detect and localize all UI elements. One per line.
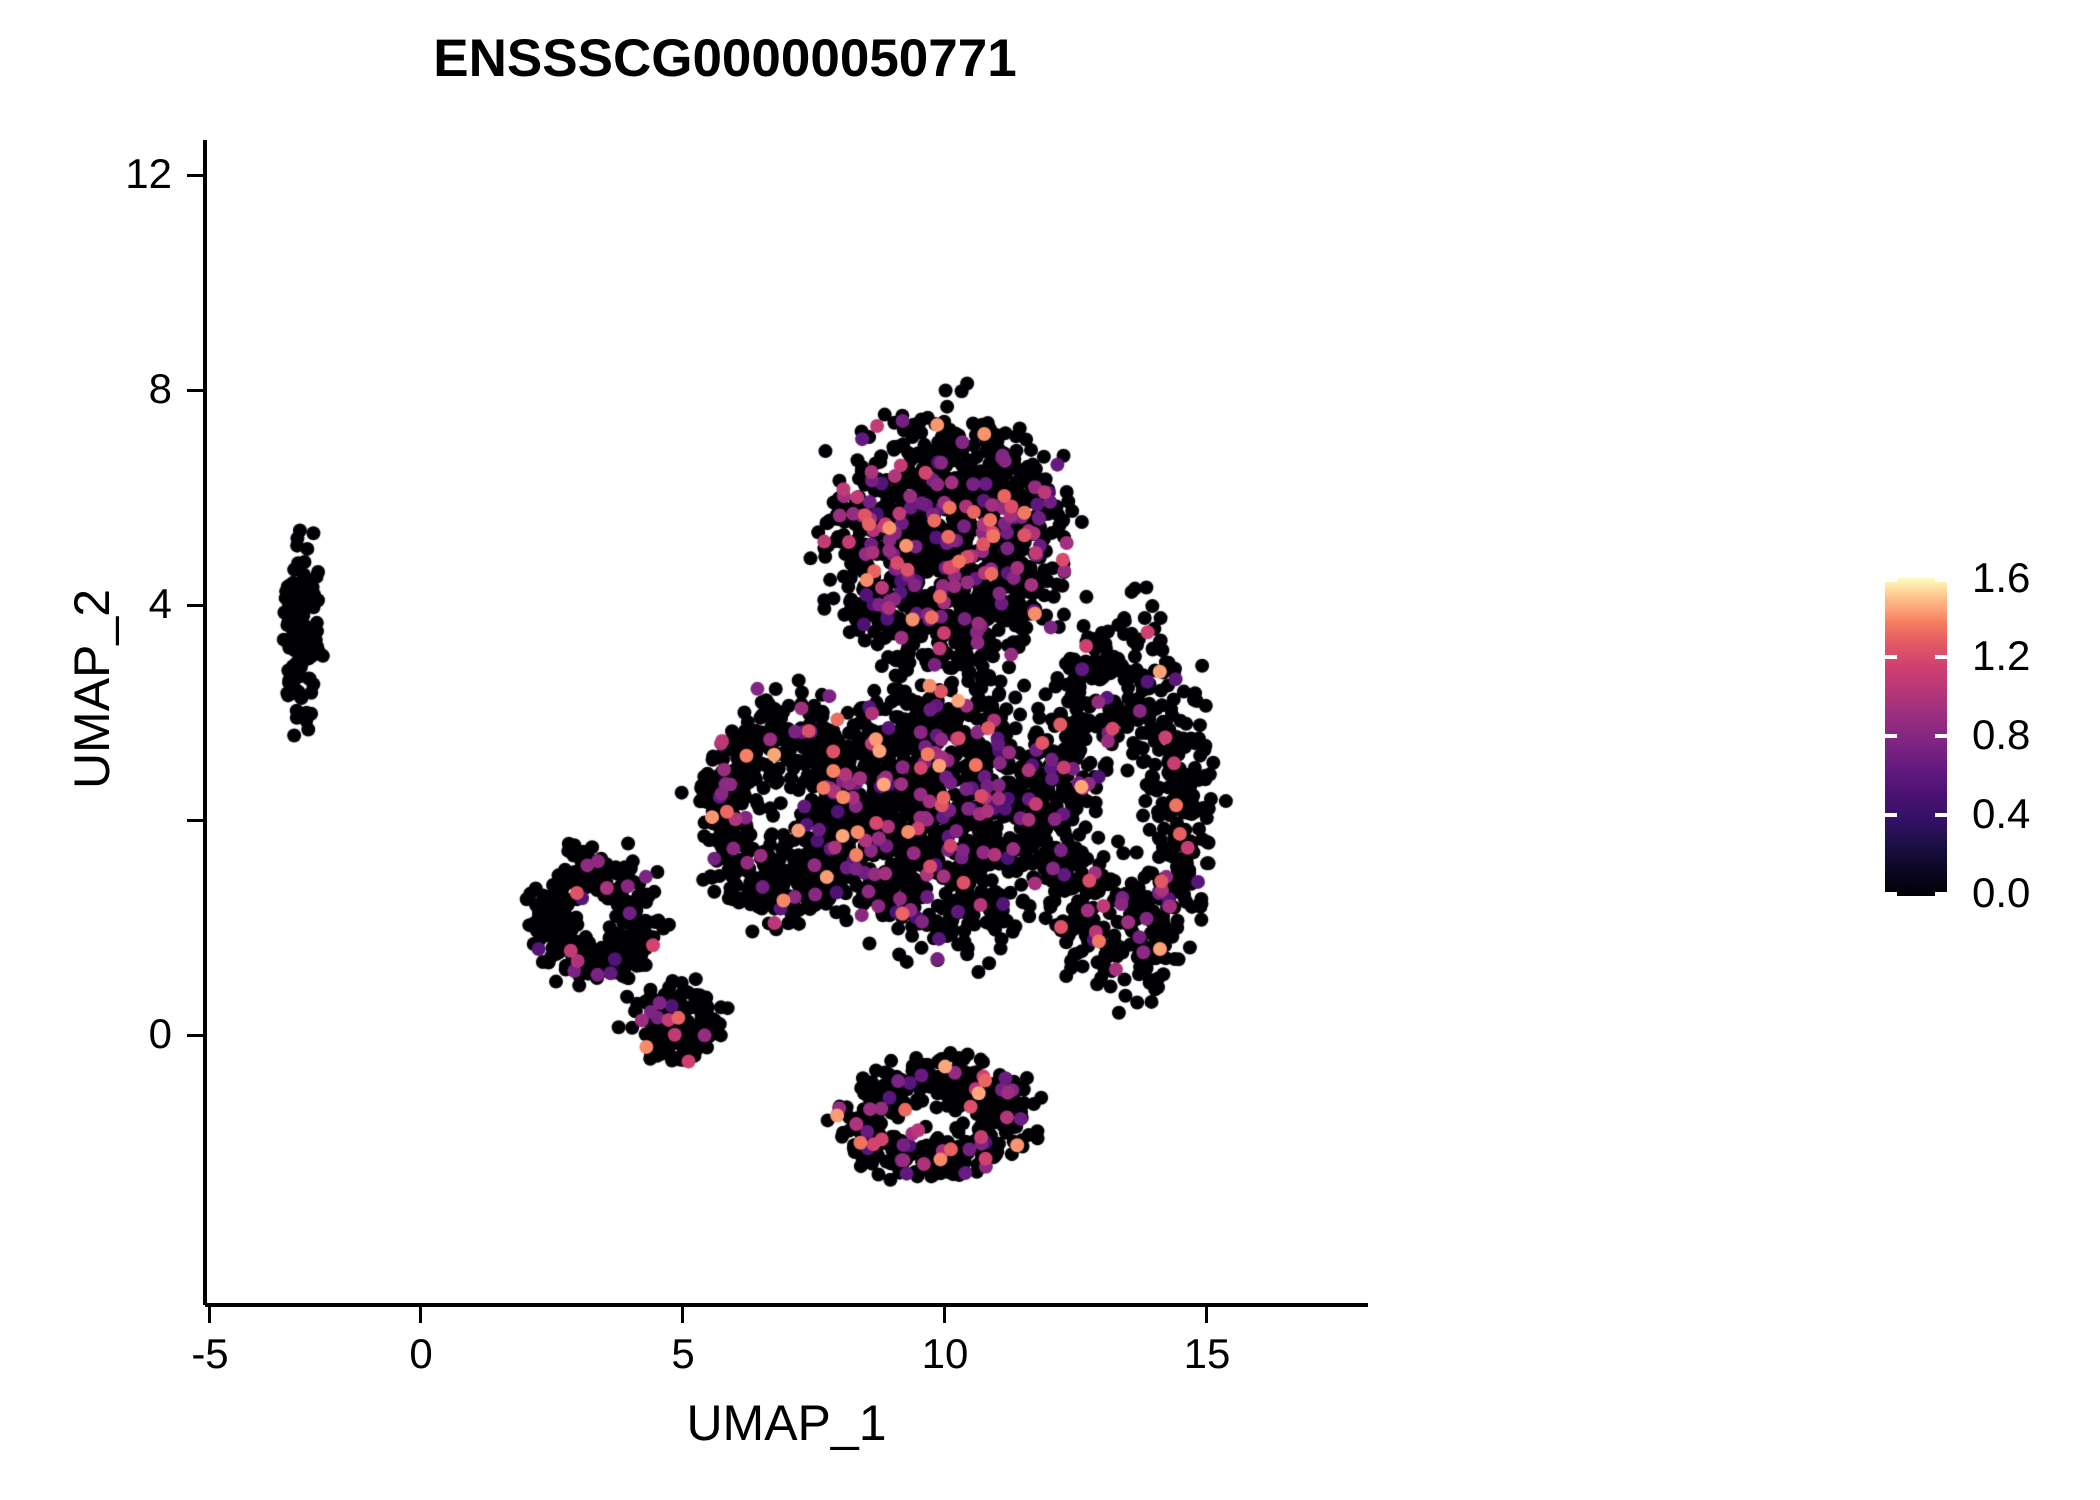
- y-tick-1: [187, 819, 203, 822]
- x-tick-label-2: 5: [671, 1330, 695, 1377]
- colorbar-tick-0.0-right: [1935, 892, 1947, 896]
- page-title: ENSSSCG00000050771: [433, 29, 1017, 88]
- colorbar-label-0.0: 0.0: [1972, 869, 2031, 916]
- colorbar-tick-0.0: [1885, 892, 1897, 896]
- y-tick-label-1: 4: [148, 580, 172, 627]
- colorbar-tick-0.8: [1885, 734, 1897, 738]
- colorbar-label-0.4: 0.4: [1972, 790, 2031, 837]
- scatter-plot-canvas: [205, 140, 1368, 1303]
- colorbar-tick-1.6-right: [1935, 578, 1947, 582]
- y-tick-label-2: 8: [148, 365, 172, 412]
- y-tick-3: [187, 389, 203, 392]
- colorbar-tick-1.2: [1885, 655, 1897, 659]
- x-tick-label-1: 0: [409, 1330, 433, 1377]
- colorbar-label-1.6: 1.6: [1972, 554, 2031, 601]
- x-tick-label-3: 10: [921, 1330, 969, 1377]
- y-tick-4: [187, 174, 203, 177]
- x-tick-label-4: 15: [1183, 1330, 1231, 1377]
- y-axis-label: UMAP_2: [64, 588, 120, 790]
- x-axis-line: [205, 1303, 1368, 1307]
- colorbar-tick-1.6: [1885, 578, 1897, 582]
- plot-panel: [205, 140, 1368, 1303]
- y-tick-0: [187, 1034, 203, 1037]
- x-tick-2: [681, 1307, 684, 1323]
- x-tick-3: [943, 1307, 946, 1323]
- y-tick-2: [187, 604, 203, 607]
- colorbar-tick-0.8-right: [1935, 734, 1947, 738]
- colorbar-label-1.2: 1.2: [1972, 632, 2031, 679]
- x-tick-1: [419, 1307, 422, 1323]
- y-tick-label-0: 0: [148, 1010, 172, 1057]
- colorbar-tick-1.2-right: [1935, 655, 1947, 659]
- x-axis-label: UMAP_1: [686, 1395, 887, 1451]
- colorbar-legend: 1.6 1.2 0.8 0.4 0.0: [1880, 554, 2090, 916]
- colorbar-label-0.8: 0.8: [1972, 711, 2031, 758]
- colorbar-tick-0.4-right: [1935, 813, 1947, 817]
- x-tick-4: [1205, 1307, 1208, 1323]
- y-tick-label-3: 12: [125, 150, 172, 197]
- colorbar-tick-0.4: [1885, 813, 1897, 817]
- x-tick-label-0: -5: [191, 1330, 229, 1377]
- y-axis-line: [203, 140, 207, 1305]
- x-tick-0: [208, 1307, 211, 1323]
